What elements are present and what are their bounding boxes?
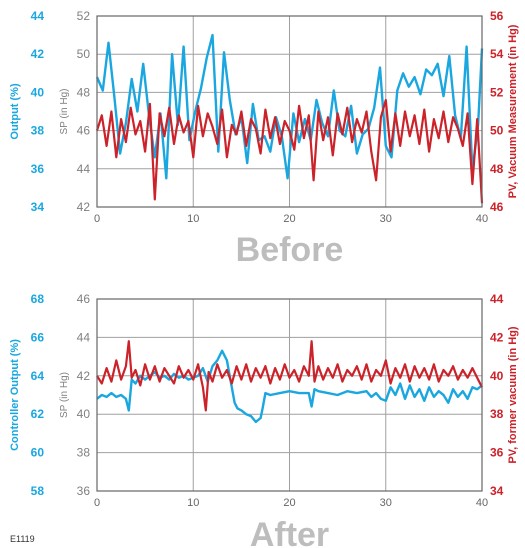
x-tick-label: 30 xyxy=(380,213,392,225)
sp-axis-tick: 46 xyxy=(77,292,91,306)
plot-frame xyxy=(96,298,483,492)
pv-axis-tick: 48 xyxy=(490,162,504,176)
x-tick-label: 0 xyxy=(94,213,100,225)
sp-axis-label: SP (in Hg) xyxy=(59,372,70,418)
output-axis-tick: 60 xyxy=(31,446,45,460)
output-axis-tick: 40 xyxy=(31,85,45,99)
sp-axis-label: SP (in Hg) xyxy=(59,89,70,135)
sp-axis-tick: 44 xyxy=(77,162,91,176)
x-tick-label: 0 xyxy=(94,497,100,509)
sp-axis-tick: 40 xyxy=(77,407,91,421)
pv-axis-tick: 40 xyxy=(490,369,504,383)
chart-after: 0 10 20 30 40 58 60 62 64 66 68 36 38 40 42 44 46 34 36 38 4… xyxy=(9,292,519,548)
figure-code: E1119 xyxy=(10,534,35,544)
sp-axis-tick: 48 xyxy=(77,85,91,99)
sp-axis-tick: 38 xyxy=(77,446,91,460)
output-axis-tick: 66 xyxy=(31,330,45,344)
output-axis-tick: 38 xyxy=(31,124,45,138)
output-axis-tick: 68 xyxy=(31,292,45,306)
pv-axis-tick: 44 xyxy=(490,292,504,306)
output-axis-tick: 64 xyxy=(31,369,45,383)
output-axis-tick: 58 xyxy=(31,484,45,498)
output-axis-tick: 36 xyxy=(31,162,45,176)
output-axis-label: Controller Output (%) xyxy=(9,339,21,451)
x-tick-label: 30 xyxy=(380,497,392,509)
x-tick-label: 20 xyxy=(283,497,295,509)
sp-axis-tick: 46 xyxy=(77,124,91,138)
pv-axis-tick: 34 xyxy=(490,484,504,498)
pv-axis-tick: 50 xyxy=(490,124,504,138)
sp-axis-tick: 52 xyxy=(77,9,91,23)
output-axis-tick: 34 xyxy=(31,200,45,214)
pv-axis-label: PV, former vacuum (in Hg) xyxy=(507,326,519,463)
pv-axis-tick: 54 xyxy=(490,47,504,61)
sp-axis-tick: 42 xyxy=(77,200,91,214)
pv-axis-tick: 56 xyxy=(490,9,504,23)
sp-axis-tick: 44 xyxy=(77,330,91,344)
plot-frame xyxy=(96,15,483,208)
chart-before: 0 10 20 30 40 34 36 38 40 42 44 42 44 46 48 50 52 46 48 50 5… xyxy=(9,9,519,269)
x-tick-label: 10 xyxy=(187,213,199,225)
output-axis-tick: 44 xyxy=(31,9,45,23)
pv-series-line xyxy=(95,98,484,204)
pv-axis-label: PV, Vacuum Measurement (in Hg) xyxy=(507,24,519,198)
x-tick-label: 20 xyxy=(283,213,295,225)
sp-axis-tick: 50 xyxy=(77,47,91,61)
x-tick-label: 40 xyxy=(476,213,488,225)
pv-axis-tick: 38 xyxy=(490,407,504,421)
sp-axis-tick: 42 xyxy=(77,369,91,383)
pv-axis-tick: 36 xyxy=(490,446,504,460)
chart-title: Before xyxy=(236,231,344,269)
pv-axis-tick: 42 xyxy=(490,330,504,344)
output-axis-tick: 62 xyxy=(31,407,45,421)
pv-axis-tick: 46 xyxy=(490,200,504,214)
pv-axis-tick: 52 xyxy=(490,85,504,99)
x-tick-label: 40 xyxy=(476,497,488,509)
pv-series-line xyxy=(96,340,483,412)
output-axis-label: Output (%) xyxy=(9,83,21,140)
sp-axis-tick: 36 xyxy=(77,484,91,498)
x-tick-label: 10 xyxy=(187,497,199,509)
chart-title: After xyxy=(250,516,329,548)
output-axis-tick: 42 xyxy=(31,47,45,61)
